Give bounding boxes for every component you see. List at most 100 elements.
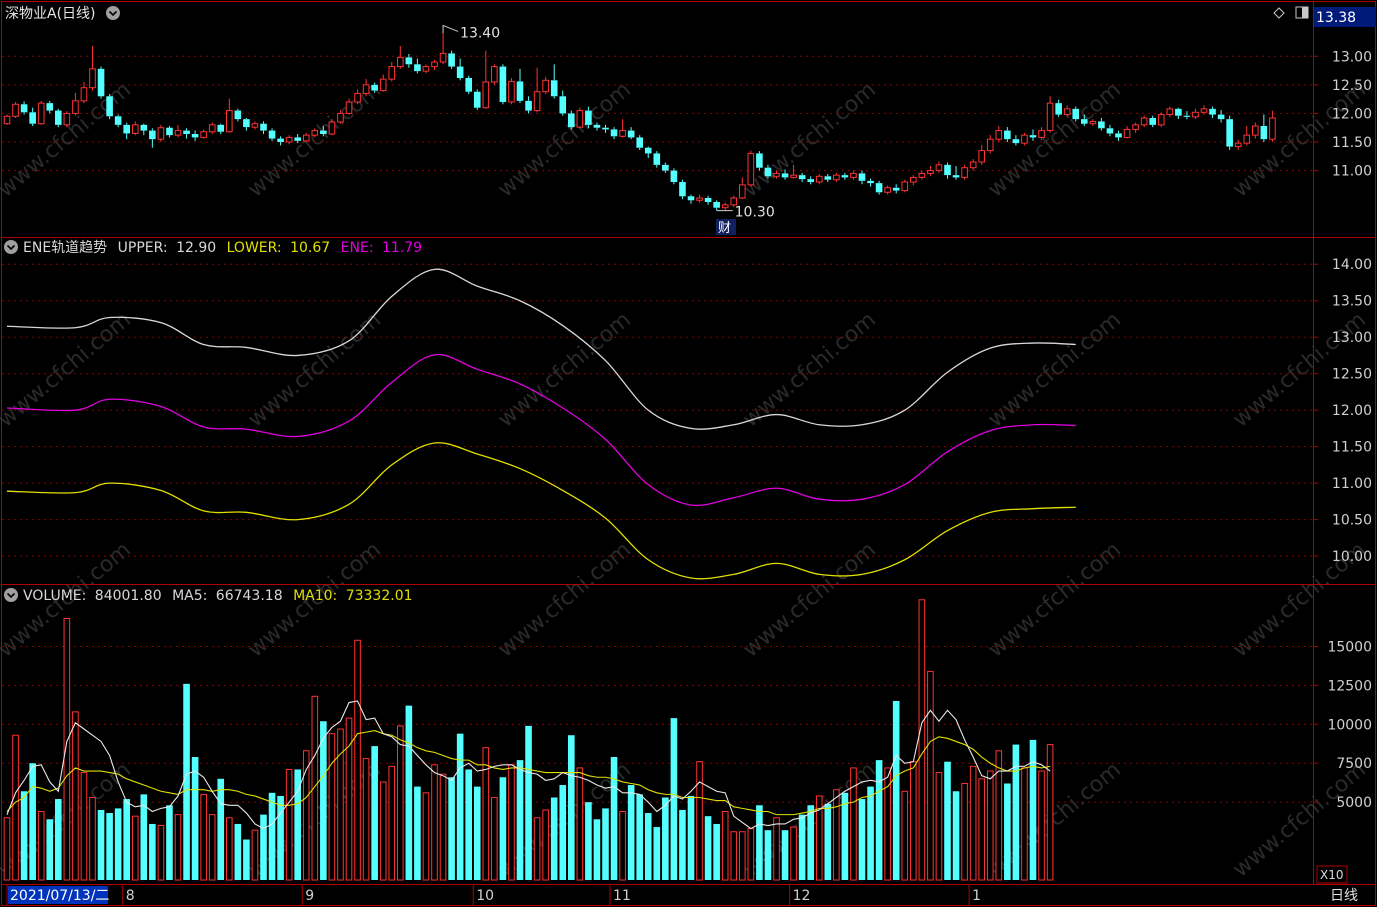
ene-line-upper bbox=[6, 268, 1076, 430]
volume-legend: VOLUME: 84001.80 MA5: 66743.18 MA10: 733… bbox=[23, 588, 413, 604]
date-tick-label-1: 8 bbox=[126, 888, 135, 904]
volume-bar-65 bbox=[559, 785, 567, 880]
candle-147 bbox=[1260, 114, 1268, 142]
period-button[interactable]: 日线 bbox=[1330, 888, 1358, 904]
volume-bar-101 bbox=[867, 786, 874, 880]
volume-bar-39 bbox=[337, 728, 344, 881]
low-annotation: 10.30 bbox=[716, 205, 775, 221]
volume-ma10-line bbox=[6, 729, 1051, 816]
volume-bar-90 bbox=[773, 817, 780, 881]
volume-bar-60 bbox=[516, 760, 524, 880]
volume-bar-89 bbox=[764, 830, 772, 880]
volume-bar-7 bbox=[63, 617, 71, 881]
volume-bar-21 bbox=[183, 683, 190, 880]
candle-114 bbox=[978, 144, 986, 165]
candle-117 bbox=[1004, 127, 1011, 142]
candle-93 bbox=[798, 172, 806, 182]
volume-axis-tick-label-3: 12500 bbox=[1327, 678, 1372, 694]
candle-50 bbox=[431, 59, 438, 70]
volume-bar-67 bbox=[576, 767, 584, 881]
ene-dropdown-icon[interactable] bbox=[4, 240, 18, 254]
volume-bar-73 bbox=[627, 785, 635, 880]
candle-37 bbox=[320, 126, 327, 137]
candle-12 bbox=[106, 94, 113, 120]
volume-bar-110 bbox=[944, 761, 951, 880]
candle-64 bbox=[550, 64, 558, 99]
volume-axis-tick-label-4: 15000 bbox=[1327, 639, 1372, 655]
candle-75 bbox=[644, 146, 652, 158]
ene-axis-tick-label-0: 10.00 bbox=[1332, 549, 1372, 565]
candle-29 bbox=[251, 121, 259, 130]
candle-27 bbox=[234, 108, 242, 122]
volume-bar-56 bbox=[482, 747, 490, 881]
candle-127 bbox=[1089, 119, 1097, 126]
title-dropdown-icon[interactable] bbox=[106, 6, 120, 20]
candle-108 bbox=[927, 166, 934, 177]
candle-73 bbox=[627, 127, 635, 140]
volume-bar-12 bbox=[106, 813, 113, 880]
volume-bar-97 bbox=[833, 789, 840, 881]
volume-bar-109 bbox=[935, 772, 943, 881]
candle-128 bbox=[1098, 118, 1105, 131]
candle-81 bbox=[696, 194, 703, 203]
volume-bar-91 bbox=[781, 830, 789, 880]
candle-78 bbox=[670, 168, 678, 185]
volume-bar-93 bbox=[798, 814, 806, 880]
candle-51 bbox=[439, 33, 447, 65]
volume-bar-92 bbox=[790, 826, 797, 881]
volume-bar-20 bbox=[174, 814, 182, 881]
date-axis: 2021/07/13/二 8 9 10 11 12 1 bbox=[6, 885, 981, 905]
volume-bar-114 bbox=[978, 778, 986, 881]
candle-66 bbox=[568, 110, 575, 130]
volume-bar-45 bbox=[388, 765, 396, 881]
caifu-marker[interactable]: 财 bbox=[716, 219, 736, 236]
candle-142 bbox=[1217, 110, 1225, 123]
volume-bar-84 bbox=[721, 811, 729, 881]
candle-79 bbox=[679, 179, 686, 200]
candle-98 bbox=[841, 172, 849, 180]
candle-61 bbox=[525, 96, 532, 114]
candle-112 bbox=[961, 164, 968, 180]
candle-105 bbox=[901, 179, 909, 193]
volume-bar-69 bbox=[593, 819, 601, 880]
volume-bar-44 bbox=[379, 781, 387, 881]
volume-bar-41 bbox=[354, 639, 361, 881]
price-axis-tick-label-3: 12.50 bbox=[1332, 78, 1372, 94]
candle-109 bbox=[935, 161, 943, 173]
grid-lines bbox=[2, 55, 1313, 803]
volume-bar-55 bbox=[473, 786, 481, 880]
candle-49 bbox=[422, 64, 430, 74]
candle-10 bbox=[89, 46, 96, 91]
volume-dropdown-icon[interactable] bbox=[4, 588, 18, 602]
volume-bar-94 bbox=[807, 805, 814, 880]
candle-148 bbox=[1269, 110, 1276, 142]
ene-axis-tick-label-6: 13.00 bbox=[1332, 330, 1372, 346]
volume-bar-53 bbox=[456, 733, 464, 880]
candle-141 bbox=[1209, 106, 1216, 118]
volume-bar-51 bbox=[439, 773, 447, 881]
volume-bar-98 bbox=[841, 792, 849, 880]
volume-bar-2 bbox=[20, 791, 28, 880]
candle-40 bbox=[345, 98, 353, 115]
candle-36 bbox=[311, 128, 319, 138]
candle-58 bbox=[499, 64, 507, 105]
window-toggle-icon[interactable] bbox=[1295, 6, 1309, 19]
diamond-icon[interactable] bbox=[1273, 7, 1285, 19]
candle-80 bbox=[687, 194, 695, 204]
candle-121 bbox=[1038, 127, 1045, 140]
ene-axis-tick-label-2: 11.00 bbox=[1332, 476, 1372, 492]
volume-axis-tick-label-1: 7500 bbox=[1336, 756, 1372, 772]
volume-bar-75 bbox=[644, 813, 652, 880]
candle-111 bbox=[952, 166, 960, 180]
volume-bar-40 bbox=[345, 717, 353, 881]
candle-70 bbox=[602, 124, 609, 133]
volume-bar-23 bbox=[200, 793, 207, 881]
volume-bar-74 bbox=[636, 794, 643, 880]
candle-104 bbox=[892, 184, 900, 194]
candle-59 bbox=[508, 78, 515, 105]
lower-label: LOWER: bbox=[227, 240, 282, 256]
candle-31 bbox=[268, 128, 276, 141]
volume-bar-87 bbox=[747, 828, 755, 881]
volume-bar-117 bbox=[1004, 783, 1011, 880]
candle-85 bbox=[730, 195, 738, 208]
